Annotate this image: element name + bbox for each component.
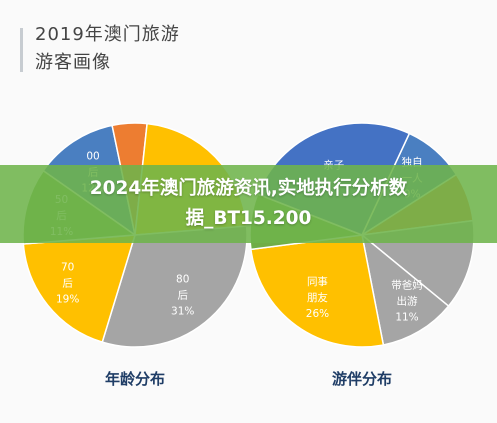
slice-label: 出游	[396, 294, 417, 307]
pie-slice	[250, 234, 385, 348]
slice-label: 11%	[395, 311, 418, 323]
pie-caption-age: 年龄分布	[105, 370, 165, 388]
pie-slice	[101, 225, 248, 348]
pie-slice	[22, 234, 137, 344]
slice-label: 80	[176, 273, 189, 285]
slice-label: 后	[177, 289, 188, 301]
pie-caption-companion: 游伴分布	[332, 370, 392, 388]
headline-banner: 2024年澳门旅游资讯,实地执行分析数 据_BT15.200	[0, 165, 497, 243]
slice-label: 26%	[306, 308, 329, 320]
title-accent-bar	[20, 28, 23, 72]
slice-label: 同事	[307, 275, 328, 288]
title-line-2: 游客画像	[35, 52, 111, 73]
title-line-1: 2019年澳门旅游	[35, 24, 180, 45]
banner-line-2: 据_BT15.200	[185, 208, 312, 229]
slice-label: 70	[61, 262, 74, 274]
slice-label: 带爸妈	[391, 278, 423, 291]
slice-label: 后	[62, 278, 73, 290]
slice-label: 19%	[56, 294, 79, 306]
slice-label: 00	[86, 150, 99, 162]
banner-line-1: 2024年澳门旅游资讯,实地执行分析数	[89, 178, 408, 199]
slice-label: 朋友	[307, 291, 328, 304]
pie-slice	[360, 233, 450, 346]
slice-label: 31%	[171, 305, 194, 317]
